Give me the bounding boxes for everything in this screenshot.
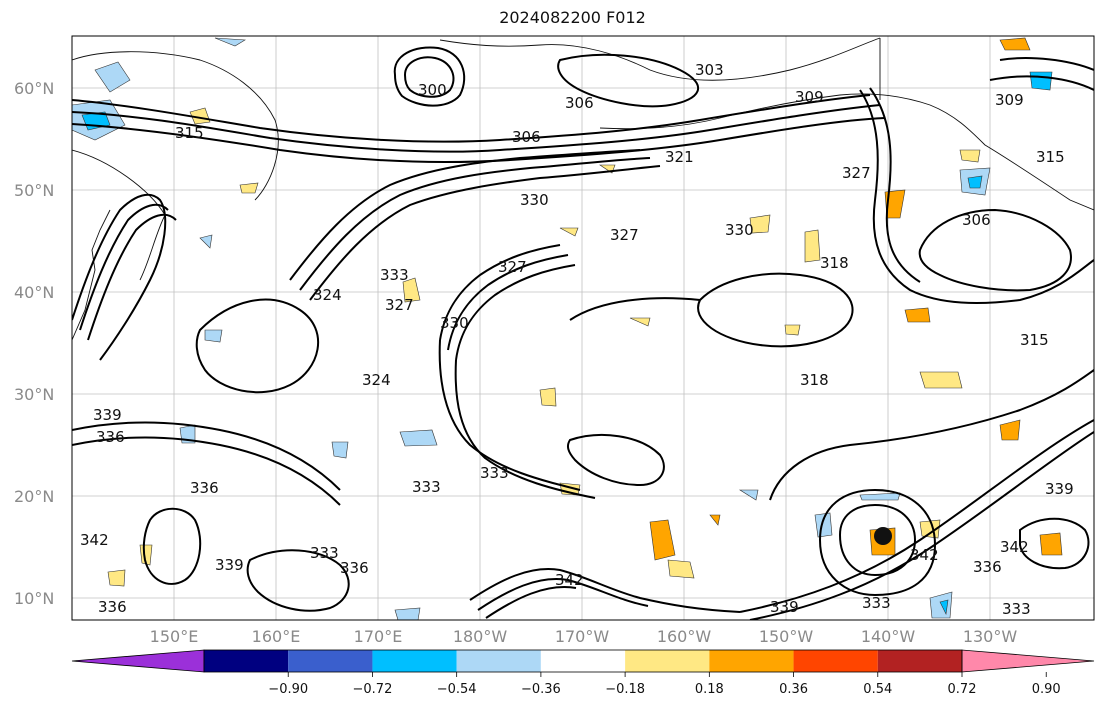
lat-label: 40°N: [14, 283, 54, 302]
contour-labels: 300 303 306 306 309 309 315 315 315 318 …: [80, 61, 1074, 618]
contour-label: 324: [313, 286, 342, 304]
colorbar-segment: [372, 650, 457, 672]
contour-label: 339: [1045, 480, 1074, 498]
map-title: 2024082200 F012: [499, 8, 646, 27]
contour-label: 336: [98, 598, 127, 616]
lon-label: 140°W: [861, 627, 916, 646]
lon-label: 170°W: [555, 627, 610, 646]
contour-label: 327: [842, 164, 871, 182]
longitude-labels: 150°E 160°E 170°E 180°W 170°W 160°W 150°…: [150, 627, 1018, 646]
contour-label: 321: [665, 148, 694, 166]
colorbar-segment: [540, 650, 626, 672]
contour-label: 336: [340, 559, 369, 577]
colorbar-segment: [204, 650, 289, 672]
colorbar-segment: [625, 650, 710, 672]
lon-label: 170°E: [354, 627, 403, 646]
contour-label: 339: [215, 556, 244, 574]
colorbar-extend-high: [961, 649, 1095, 673]
lon-label: 180°W: [453, 627, 508, 646]
lon-label: 160°W: [657, 627, 712, 646]
contour-label: 330: [520, 191, 549, 209]
contour-label: 333: [380, 266, 409, 284]
contour-label: 318: [820, 254, 849, 272]
contour-label: 306: [962, 211, 991, 229]
colorbar-tick-label: −0.90: [268, 682, 308, 697]
contour-label: 318: [800, 371, 829, 389]
contour-label: 303: [695, 61, 724, 79]
contour-label: 306: [512, 128, 541, 146]
contour-label: 342: [910, 546, 939, 564]
contour-label: 342: [555, 571, 584, 589]
latitude-labels: 10°N 20°N 30°N 40°N 50°N 60°N: [14, 79, 54, 608]
contour-label: 333: [412, 478, 441, 496]
contour-label: 306: [565, 94, 594, 112]
contour-label: 327: [498, 258, 527, 276]
contour-label: 333: [310, 544, 339, 562]
contour-label: 336: [190, 479, 219, 497]
colorbar-segment: [709, 650, 794, 672]
contour-label: 342: [80, 531, 109, 549]
contour-label: 300: [418, 81, 447, 99]
contour-lines: [72, 46, 1094, 620]
colorbar-tick-label: −0.72: [353, 682, 393, 697]
colorbar-tick-label: 0.36: [779, 682, 808, 697]
lon-label: 130°W: [963, 627, 1018, 646]
cyclone-marker: [874, 527, 892, 545]
colorbar-segment: [793, 650, 878, 672]
contour-label: 327: [385, 296, 414, 314]
colorbar-segment: [288, 650, 373, 672]
contour-label: 315: [175, 124, 204, 142]
contour-label: 309: [995, 91, 1024, 109]
colorbar-frame: [203, 649, 963, 673]
colorbar-segment: [456, 650, 541, 672]
colorbar-tick-label: −0.54: [437, 682, 477, 697]
contour-label: 336: [973, 558, 1002, 576]
contour-label: 309: [795, 88, 824, 106]
contour-label: 333: [480, 464, 509, 482]
contour-label: 324: [362, 371, 391, 389]
colorbar-tick-label: 0.54: [863, 682, 892, 697]
contour-label: 327: [610, 226, 639, 244]
contour-label: 330: [725, 221, 754, 239]
colorbar-tick-label: 0.72: [948, 682, 977, 697]
contour-label: 330: [440, 314, 469, 332]
colorbar-extend-low: [71, 649, 205, 673]
colorbar-tick-label: 0.18: [695, 682, 724, 697]
plot-frame: [71, 35, 1095, 621]
lat-label: 20°N: [14, 487, 54, 506]
contour-label: 333: [1002, 600, 1031, 618]
colorbar: −0.90 −0.72 −0.54 −0.36 −0.18 0.18 0.36 0.54 0.7…: [71, 649, 1095, 697]
lat-label: 10°N: [14, 589, 54, 608]
contour-label: 339: [770, 598, 799, 616]
contour-label: 315: [1036, 148, 1065, 166]
contour-label: 339: [93, 406, 122, 424]
lat-label: 60°N: [14, 79, 54, 98]
colorbar-tick-label: −0.18: [605, 682, 645, 697]
contour-label: 342: [1000, 538, 1029, 556]
colorbar-tick-label: 0.90: [1032, 682, 1061, 697]
lon-label: 150°E: [150, 627, 199, 646]
lat-label: 30°N: [14, 385, 54, 404]
contour-label: 315: [1020, 331, 1049, 349]
lon-label: 160°E: [252, 627, 301, 646]
colorbar-tick-label: −0.36: [521, 682, 561, 697]
colorbar-segment: [877, 650, 962, 672]
lon-label: 150°W: [759, 627, 814, 646]
plot-area: [72, 36, 1094, 620]
contour-label: 336: [96, 428, 125, 446]
contour-label: 333: [862, 594, 891, 612]
lat-label: 50°N: [14, 181, 54, 200]
